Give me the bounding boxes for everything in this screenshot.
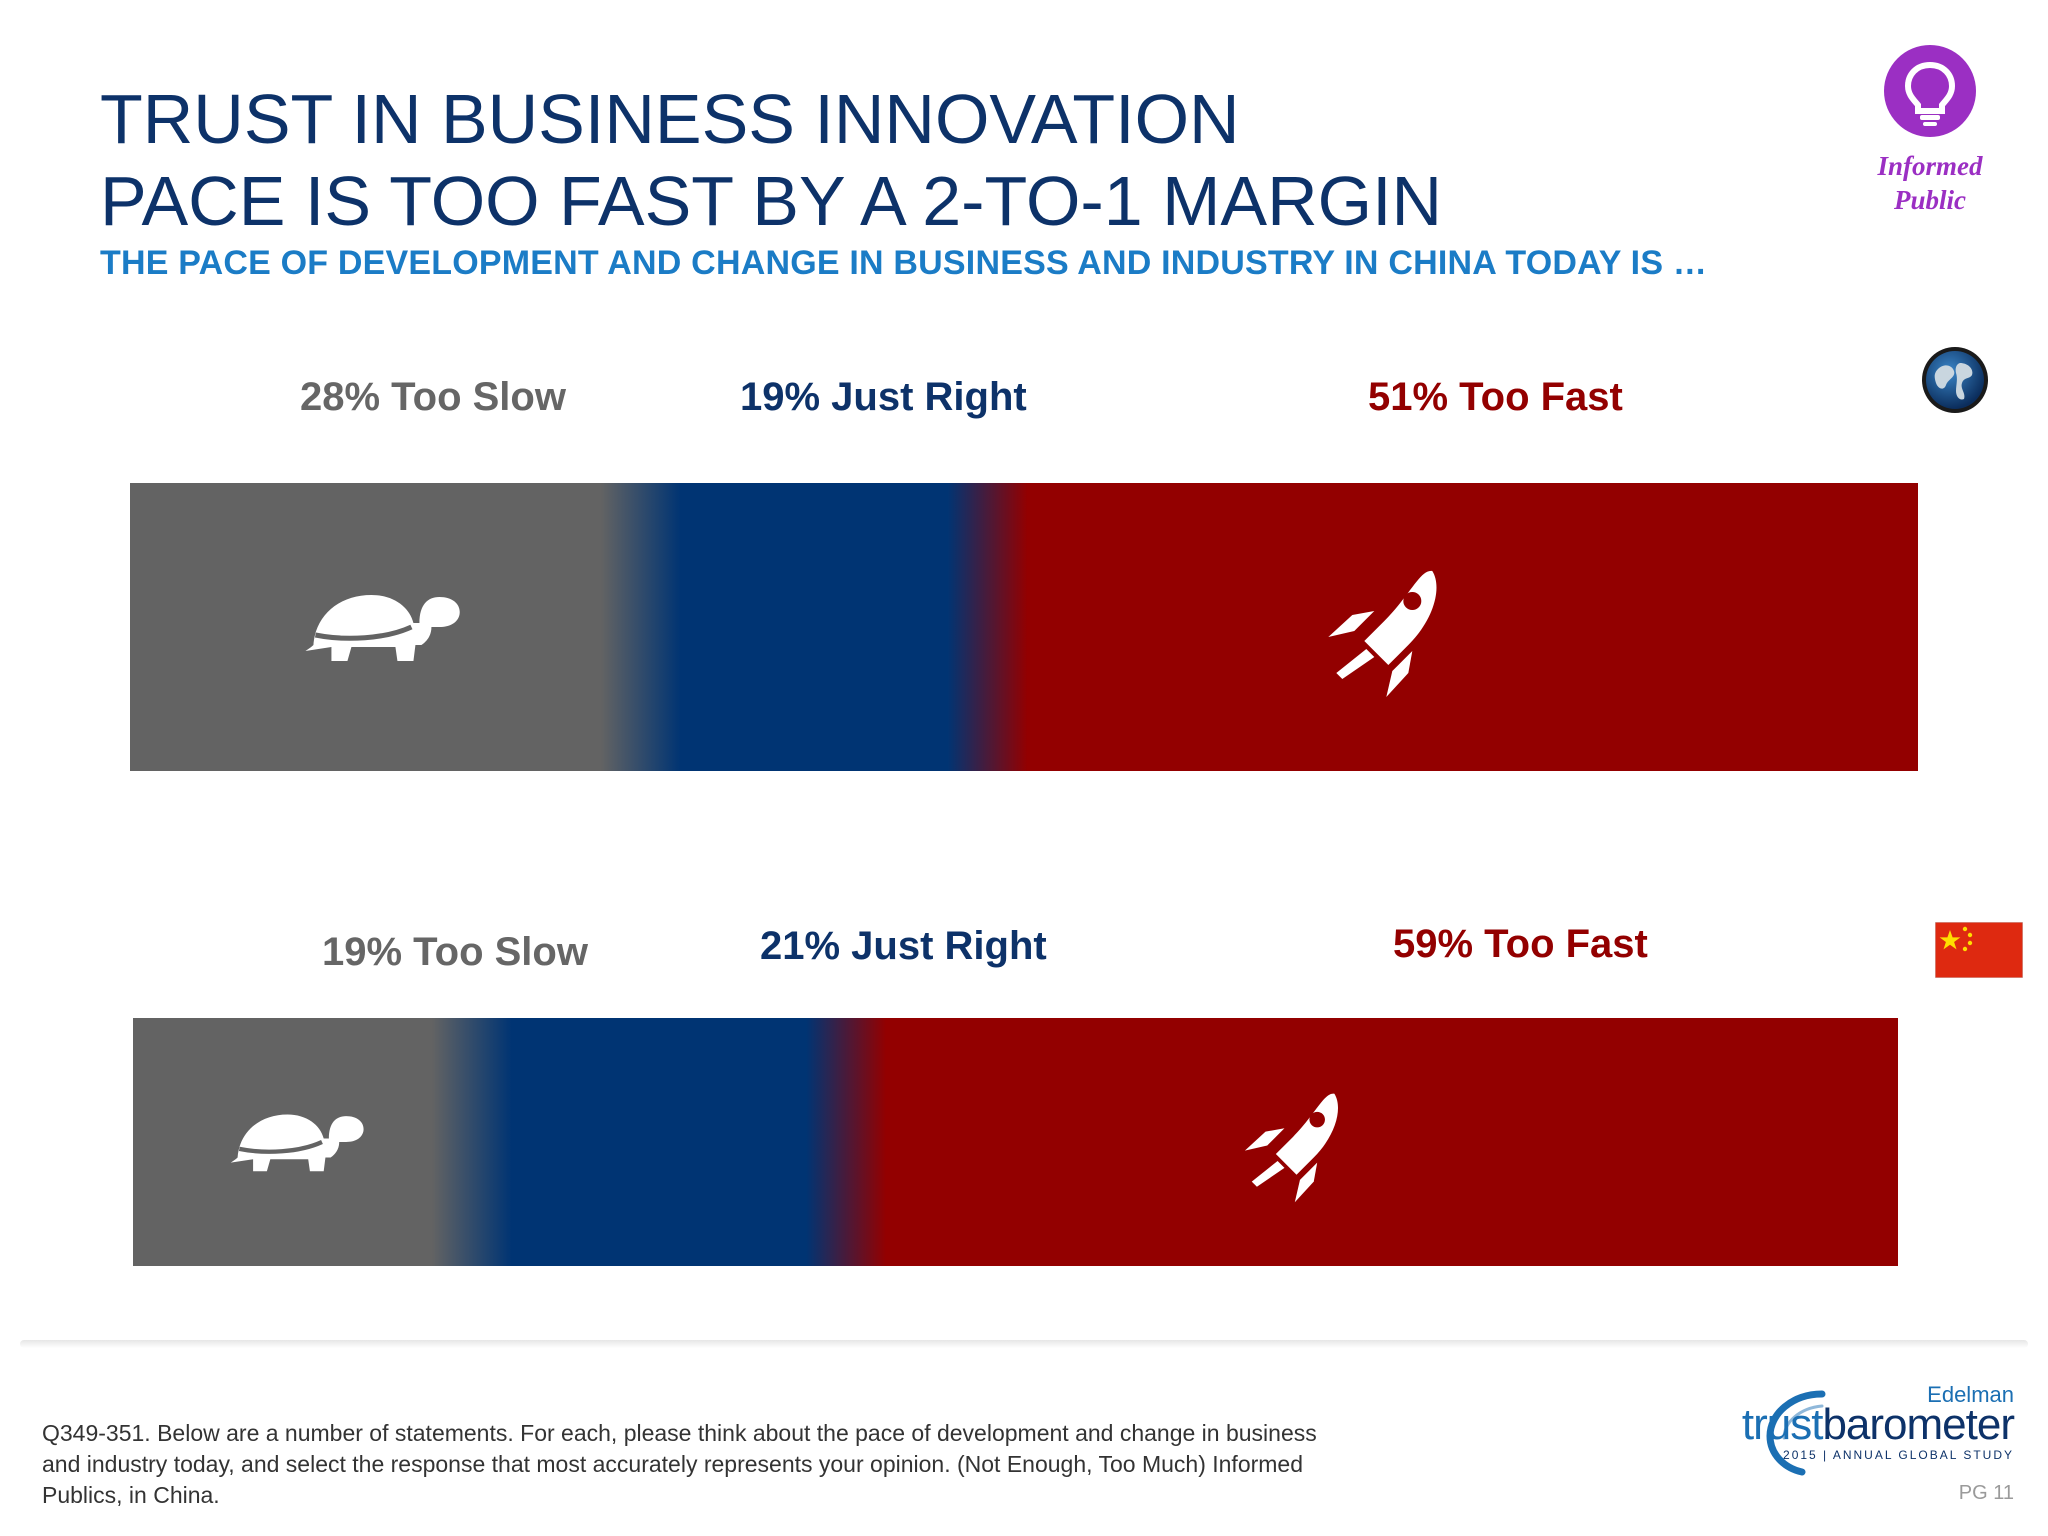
- stacked-bar-global: [130, 483, 1918, 771]
- bar-segment-just-right: [640, 483, 989, 771]
- label-global-too-fast: 51% Too Fast: [1368, 375, 1623, 419]
- bar-blend-2: [806, 1018, 887, 1266]
- stacked-bar-china: [133, 1018, 1898, 1266]
- label-china-just-right: 21% Just Right: [760, 924, 1047, 968]
- bar-blend-2: [947, 483, 1028, 771]
- label-global-too-slow: 28% Too Slow: [300, 375, 566, 419]
- logo-company: Edelman: [1927, 1382, 2014, 1407]
- badge-line-1: Informed: [1877, 151, 1983, 181]
- logo-tagline: 2015 | ANNUAL GLOBAL STUDY: [1783, 1448, 2014, 1462]
- badge-line-2: Public: [1894, 185, 1966, 215]
- rocket-icon: [1244, 1093, 1339, 1203]
- footnote: Q349-351. Below are a number of statemen…: [42, 1420, 1317, 1508]
- logo-product-dark: barometer: [1822, 1400, 2015, 1449]
- bar-segment-too-fast: [987, 483, 1918, 771]
- title-line-2: PACE IS TOO FAST BY A 2-TO-1 MARGIN: [100, 162, 1443, 240]
- bar-segment-too-fast: [846, 1018, 1898, 1266]
- rocket-icon: [1328, 570, 1437, 697]
- bar-blend-1: [431, 1018, 512, 1266]
- globe-icon: [1920, 345, 1990, 415]
- logo-arc-icon: [1766, 1390, 1826, 1476]
- edelman-trust-barometer-logo: Edelman trustbarometer 2015 | ANNUAL GLO…: [1742, 1378, 2020, 1476]
- bar-svg-1: [133, 1018, 1898, 1266]
- label-global-just-right: 19% Just Right: [740, 375, 1027, 419]
- bar-segment-just-right: [471, 1018, 848, 1266]
- page-number: PG 11: [1958, 1482, 2014, 1504]
- label-china-too-fast: 59% Too Fast: [1393, 922, 1648, 966]
- china-flag-icon: [1934, 921, 2024, 979]
- logo-product-light: trust: [1741, 1400, 1824, 1449]
- title-line-1: TRUST IN BUSINESS INNOVATION: [100, 80, 1240, 158]
- lightbulb-icon: [1884, 45, 1976, 137]
- turtle-icon: [305, 595, 460, 661]
- page-subtitle: THE PACE OF DEVELOPMENT AND CHANGE IN BU…: [100, 244, 1708, 282]
- informed-public-badge: Informed Public: [1860, 45, 2000, 217]
- label-china-too-slow: 19% Too Slow: [322, 930, 588, 974]
- logo-product: trustbarometer: [1741, 1400, 2015, 1449]
- page-title: TRUST IN BUSINESS INNOVATION PACE IS TOO…: [100, 78, 1800, 242]
- bar-svg-0: [130, 483, 1918, 771]
- turtle-icon: [230, 1114, 364, 1172]
- badge-text: Informed Public: [1860, 149, 2000, 217]
- bar-blend-1: [600, 483, 681, 771]
- footer-divider: [20, 1340, 2028, 1348]
